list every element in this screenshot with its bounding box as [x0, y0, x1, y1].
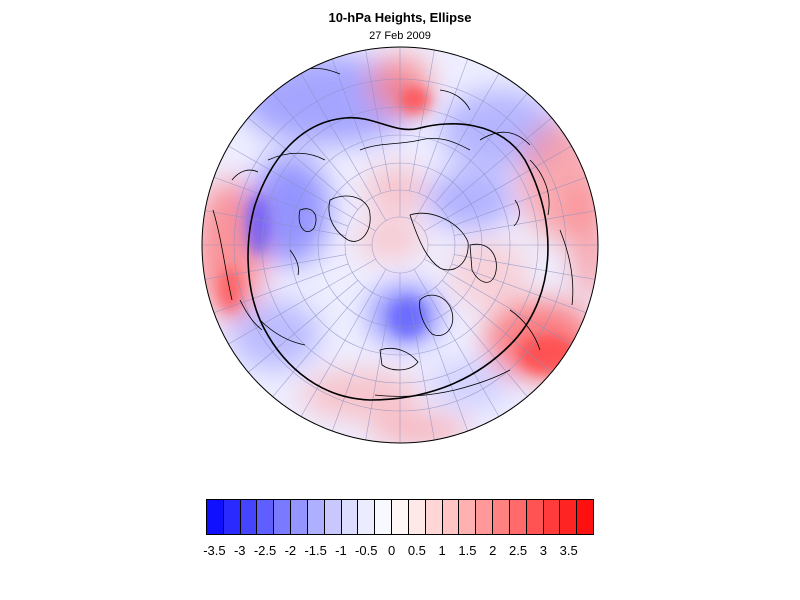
anomaly-field: [202, 47, 598, 443]
meridian-line: [300, 269, 387, 417]
colorbar-swatch: [341, 500, 359, 534]
colorbar-swatch: [324, 500, 342, 534]
meridian-line: [435, 93, 528, 204]
meridian-line: [272, 286, 365, 397]
colorbar-swatch: [442, 500, 460, 534]
coastlines: [212, 67, 574, 397]
colorbar-tick-label: -2: [284, 543, 297, 558]
meridian-line: [248, 117, 359, 210]
colorbar-swatch: [240, 500, 258, 534]
meridian-line: [300, 73, 387, 221]
meridian-line: [441, 117, 552, 210]
meridian-line: [409, 299, 435, 441]
chart-subtitle: 27 Feb 2009: [369, 30, 431, 42]
colorbar-tick-label: 1: [438, 543, 446, 558]
colorbar-swatch: [274, 500, 292, 534]
meridian-line: [204, 254, 346, 280]
colorbar-tick-label: 3.5: [559, 543, 578, 558]
colorbar-swatch: [358, 500, 376, 534]
colorbar-tick-label: 2.5: [509, 543, 528, 558]
colorbar-tick-label: 3: [539, 543, 548, 558]
colorbar-tick-label: -3.5: [203, 543, 226, 558]
meridian-line: [435, 286, 528, 397]
meridian-line: [418, 58, 469, 194]
meridian-line: [365, 299, 391, 441]
colorbar-tick-label: -1.5: [304, 543, 327, 558]
colorbar-swatch: [509, 500, 527, 534]
colorbar-swatch: [560, 500, 578, 534]
meridian-line: [213, 176, 349, 227]
meridian-line: [424, 258, 572, 345]
colorbar-swatch: [408, 500, 426, 534]
meridian-line: [454, 254, 596, 280]
meridian-line: [213, 263, 349, 314]
map-border: [201, 46, 599, 444]
colorbar-swatch: [459, 500, 477, 534]
colorbar-tick-label: 0: [387, 543, 396, 558]
colorbar-swatch: [392, 500, 409, 534]
meridian-line: [272, 93, 365, 204]
meridian-line: [418, 296, 469, 432]
colorbar-tick-label: -2.5: [253, 543, 277, 558]
colorbar-tick-label: 2: [489, 543, 497, 558]
meridian-line: [204, 210, 346, 236]
colorbar-swatch: [543, 500, 561, 534]
meridian-line: [454, 210, 596, 236]
meridian-line: [424, 145, 572, 232]
chart-title: 10-hPa Heights, Ellipse: [328, 10, 472, 25]
meridian-line: [248, 280, 359, 373]
colorbar-swatch: [493, 500, 510, 534]
colorbar-swatch: [257, 500, 275, 534]
colorbar-swatch: [291, 500, 308, 534]
meridian-line: [413, 269, 500, 417]
meridian-line: [331, 296, 382, 432]
meridian-line: [413, 73, 500, 221]
meridian-line: [228, 145, 376, 232]
colorbar-swatch: [577, 500, 594, 534]
colorbar-tick-label: 0.5: [407, 543, 426, 558]
colorbar-swatch: [425, 500, 443, 534]
colorbar-tick-label: -0.5: [355, 543, 378, 558]
vortex-ellipse: [247, 116, 549, 401]
colorbar-swatch: [307, 500, 325, 534]
colorbar-tick-label: -3: [233, 543, 246, 558]
colorbar-labels: -3.5 -3 -2.5 -2 -1.5 -1 -0.5 0 0.5 1 1.5 2 2.5 3 3.5: [0, 543, 800, 563]
meridian-line: [451, 263, 587, 314]
colorbar-swatch: [207, 500, 224, 534]
meridian-line: [441, 280, 552, 373]
meridian-line: [409, 49, 435, 191]
colorbar-tick-label: -1: [335, 543, 347, 558]
meridian-line: [228, 258, 376, 345]
colorbar: [206, 499, 594, 535]
meridian-line: [331, 58, 382, 194]
colorbar-swatch: [375, 500, 393, 534]
meridian-line: [451, 176, 587, 227]
colorbar-swatch: [476, 500, 494, 534]
meridian-line: [365, 49, 391, 191]
colorbar-swatch: [526, 500, 544, 534]
colorbar-swatch: [223, 500, 241, 534]
colorbar-tick-label: 1.5: [458, 543, 477, 558]
